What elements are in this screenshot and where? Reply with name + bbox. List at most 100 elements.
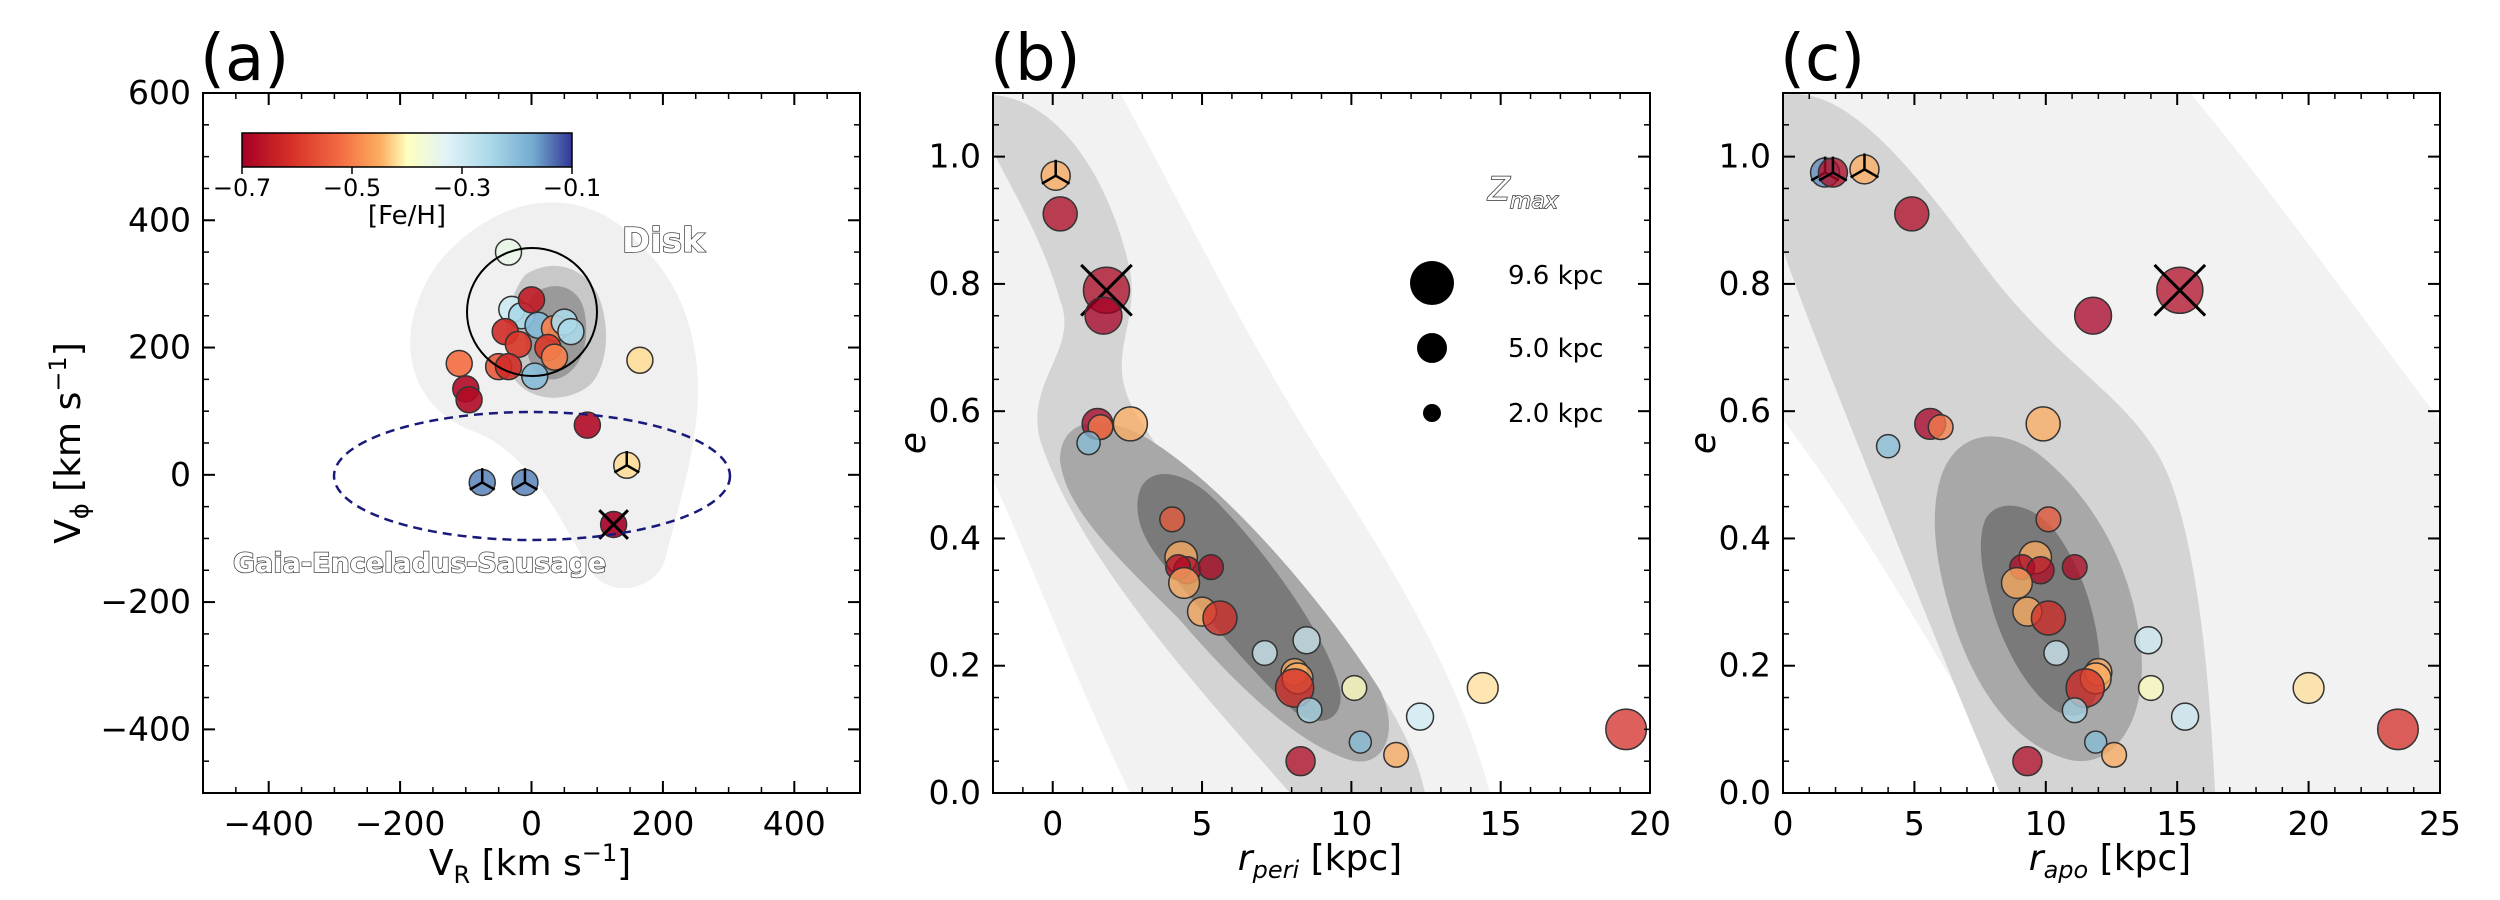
tri-marker: [469, 481, 483, 491]
panel-a-ylabel: Vϕ [km s−1]: [44, 342, 94, 544]
data-point: [1274, 668, 1315, 708]
data-point: [517, 286, 546, 314]
disk-annotation: Disk: [622, 221, 706, 261]
data-point: [2073, 296, 2113, 335]
x-marker: [598, 509, 629, 540]
y-tick-label: 0.6: [1719, 391, 1771, 430]
x-tick-label: 5: [1192, 804, 1213, 843]
ges-region-ellipse: [332, 410, 732, 542]
data-point: [2025, 406, 2061, 442]
data-point: [1383, 741, 1410, 768]
data-point: [1296, 697, 1323, 724]
colorbar-tick-label: −0.7: [213, 174, 271, 202]
panel-a-xlabel: VR [km s−1]: [429, 839, 631, 889]
x-tick-label: 5: [1904, 804, 1925, 843]
x-tick-label: 0: [1773, 804, 1794, 843]
y-tick-label: 0.2: [1719, 646, 1771, 685]
x-tick-label: 0: [1042, 804, 1063, 843]
data-point: [2376, 708, 2419, 751]
colorbar-label: [Fe/H]: [368, 201, 446, 231]
x-marker: [2153, 263, 2207, 317]
x-tick-label: 0: [521, 804, 542, 843]
panel-a-letter: (a): [200, 22, 289, 96]
x-tick-label: 400: [763, 804, 826, 843]
tri-marker: [1041, 174, 1057, 185]
tri-marker: [613, 464, 628, 474]
data-point: [2101, 741, 2128, 768]
colorbar-tick-label: −0.1: [543, 174, 601, 202]
size-legend-title: Zmax: [1487, 170, 1559, 214]
colorbar-ticks: [241, 167, 573, 174]
data-point: [1875, 433, 1901, 459]
data-point: [2170, 702, 2200, 731]
y-tick-label: 200: [128, 328, 191, 367]
panel-c-axes: 0 5 10 15 20 25 0.0 0.2 0.4 0.6 0.8 1.0: [1719, 92, 2461, 843]
data-point: [2012, 745, 2043, 777]
x-tick-label: 15: [1480, 804, 1522, 843]
panel-a: (a) Disk Gaia-Enceladus-Sausage −0.7 −0.…: [44, 22, 861, 889]
data-point: [2083, 730, 2108, 754]
data-point: [1341, 674, 1368, 702]
data-point: [1084, 296, 1123, 335]
y-tick-label: 0.4: [929, 518, 981, 557]
panel-b-ylabel: e: [893, 432, 934, 454]
data-point: [1042, 196, 1078, 232]
data-point: [1285, 745, 1316, 777]
size-legend-entry: 9.6 kpc: [1508, 261, 1603, 291]
panel-b-letter: (b): [990, 22, 1081, 96]
data-point: [1197, 553, 1225, 581]
data-point: [1348, 730, 1373, 754]
panel-c-letter: (c): [1780, 22, 1865, 96]
panel-a-axes: −400 −200 0 200 400 600 400 200 0 −200 −400: [100, 73, 861, 843]
data-point: [2043, 639, 2070, 667]
tri-marker: [511, 481, 526, 491]
tri-marker: [524, 481, 538, 491]
tri-marker: [626, 464, 640, 474]
colorbar: [241, 132, 573, 168]
data-point: [557, 317, 585, 346]
y-tick-label: 600: [128, 73, 191, 112]
data-point: [2000, 566, 2034, 600]
tri-marker: [1832, 171, 1848, 182]
data-point: [1159, 506, 1186, 533]
data-point: [445, 349, 473, 378]
y-tick-label: 0.6: [929, 391, 981, 430]
tri-marker: [1818, 171, 1834, 182]
data-point: [2137, 674, 2165, 702]
size-legend-marker-medium: [1417, 333, 1447, 363]
data-point: [626, 346, 654, 375]
data-point: [2061, 697, 2088, 724]
panel-b-xlabel: rperi [kpc]: [1238, 838, 1402, 884]
y-tick-label: 400: [128, 200, 191, 239]
panel-b-points: [1040, 159, 1648, 777]
y-tick-label: 0: [170, 455, 191, 494]
x-tick-label: 10: [1330, 804, 1372, 843]
data-point: [1112, 406, 1149, 442]
data-point: [2035, 506, 2062, 533]
panel-c-xlabel: rapo [kpc]: [2029, 838, 2191, 884]
data-point: [2292, 671, 2325, 705]
colorbar-tick-label: −0.3: [433, 174, 491, 202]
y-tick-label: 1.0: [1719, 137, 1771, 176]
size-legend-marker-large: [1410, 261, 1454, 305]
data-point: [1927, 413, 1954, 441]
tri-marker: [1863, 168, 1879, 179]
ges-annotation: Gaia-Enceladus-Sausage: [233, 548, 606, 579]
data-point: [1076, 430, 1101, 456]
panel-b-axes: 0 5 10 15 20 0.0 0.2 0.4 0.6 0.8 1.0: [929, 92, 1671, 843]
data-point: [540, 343, 569, 371]
panel-c-ylabel: e: [1683, 432, 1724, 454]
tri-marker: [1849, 168, 1866, 179]
data-point: [2134, 626, 2163, 655]
tri-marker: [1055, 174, 1071, 185]
data-point: [1202, 600, 1238, 636]
y-tick-label: 0.8: [1719, 264, 1771, 303]
data-point: [1466, 671, 1499, 705]
disk-region-circle: [466, 247, 598, 377]
data-point: [2026, 556, 2055, 585]
x-tick-label: 200: [631, 804, 694, 843]
x-tick-label: 20: [2288, 804, 2330, 843]
y-tick-label: 0.0: [929, 773, 981, 812]
data-point: [1292, 626, 1321, 655]
